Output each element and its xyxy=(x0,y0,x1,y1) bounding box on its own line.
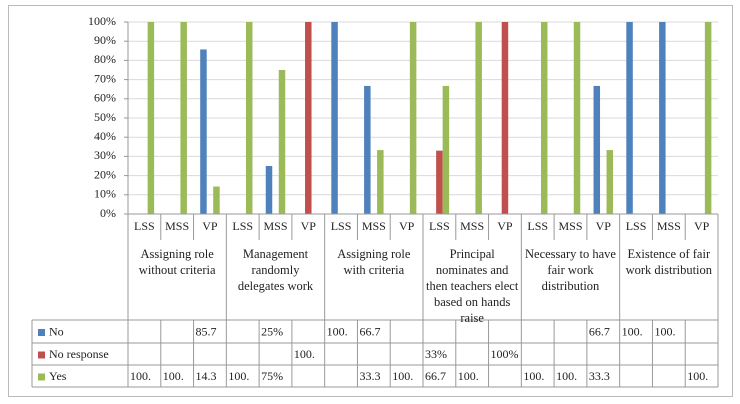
y-tick-label: 30% xyxy=(94,148,116,162)
bar xyxy=(593,85,601,214)
table-cell: 100% xyxy=(491,347,519,361)
group-label: Assigning role without criteria xyxy=(138,247,216,277)
bar xyxy=(245,22,253,214)
bar xyxy=(265,166,273,214)
y-tick-label: 40% xyxy=(94,129,116,143)
table-cell: 14.3 xyxy=(196,369,217,383)
table-cell: 75% xyxy=(261,369,283,383)
x-tick-label: LSS xyxy=(626,219,647,233)
table-cell: 33.3 xyxy=(589,369,610,383)
x-tick-label: MSS xyxy=(362,219,386,233)
group-label: Existence of fair work distribution xyxy=(625,247,713,277)
bar xyxy=(573,22,581,214)
x-tick-label: LSS xyxy=(429,219,450,233)
table-cell: 100. xyxy=(130,369,151,383)
table-cell: 100. xyxy=(458,369,479,383)
table-cell: 66.7 xyxy=(589,324,610,338)
bar xyxy=(305,22,312,214)
x-tick-label: MSS xyxy=(460,219,484,233)
bar xyxy=(200,49,207,215)
bar xyxy=(442,85,450,214)
group-label: Assigning role with criteria xyxy=(337,247,411,277)
x-tick-label: VP xyxy=(301,219,317,233)
y-tick-label: 20% xyxy=(94,167,116,181)
legend-swatch xyxy=(38,351,45,359)
group-label: Principal nominates and then teachers el… xyxy=(426,247,519,325)
bar xyxy=(704,22,712,214)
table-cell: 100. xyxy=(392,369,413,383)
bar xyxy=(436,150,443,214)
y-tick-label: 70% xyxy=(94,71,116,85)
table-cell: 25% xyxy=(261,324,283,338)
table-cell: 100. xyxy=(523,369,544,383)
bar xyxy=(606,150,614,214)
table-cell: 33% xyxy=(425,347,447,361)
table-cell: 100. xyxy=(622,324,643,338)
table-cell: 100. xyxy=(654,324,675,338)
x-tick-label: MSS xyxy=(165,219,189,233)
bar xyxy=(180,22,187,214)
bar xyxy=(626,22,633,214)
x-tick-label: VP xyxy=(497,219,513,233)
y-tick-label: 80% xyxy=(94,52,116,66)
bar xyxy=(540,22,548,214)
bar xyxy=(409,22,417,214)
table-cell: 85.7 xyxy=(196,324,217,338)
y-tick-label: 90% xyxy=(94,33,116,47)
table-cell: 100. xyxy=(687,369,708,383)
y-tick-label: 0% xyxy=(100,206,116,220)
y-tick-label: 60% xyxy=(94,91,116,105)
bar xyxy=(364,85,371,214)
x-tick-label: VP xyxy=(694,219,710,233)
group-label: Necessary to have fair work distribution xyxy=(525,247,616,293)
bar xyxy=(659,22,666,214)
table-cell: 100. xyxy=(556,369,577,383)
x-tick-label: VP xyxy=(596,219,612,233)
table-cell: 100. xyxy=(228,369,249,383)
legend-swatch xyxy=(38,373,45,381)
bar xyxy=(147,22,155,214)
legend-label: Yes xyxy=(49,369,67,383)
bar xyxy=(278,70,286,214)
x-tick-label: LSS xyxy=(134,219,155,233)
table-cell: 66.7 xyxy=(425,369,446,383)
group-label: Management randomly delegates work xyxy=(237,247,314,293)
legend-label: No response xyxy=(49,347,109,361)
x-tick-label: MSS xyxy=(263,219,287,233)
table-cell: 66.7 xyxy=(359,324,380,338)
table-cell: 100. xyxy=(163,369,184,383)
table-cell: 100. xyxy=(327,324,348,338)
x-tick-label: VP xyxy=(202,219,218,233)
bar xyxy=(475,22,482,214)
x-tick-label: VP xyxy=(399,219,415,233)
x-tick-label: LSS xyxy=(331,219,352,233)
table-cell: 100. xyxy=(294,347,315,361)
x-tick-label: LSS xyxy=(232,219,253,233)
y-tick-label: 10% xyxy=(94,187,116,201)
bar xyxy=(331,22,338,214)
y-tick-label: 50% xyxy=(94,110,116,124)
x-tick-label: MSS xyxy=(657,219,681,233)
bar xyxy=(377,150,384,214)
bar xyxy=(501,22,509,214)
bar xyxy=(213,186,220,214)
legend-label: No xyxy=(49,324,64,338)
y-tick-label: 100% xyxy=(88,14,116,28)
table-cell: 33.3 xyxy=(359,369,380,383)
x-tick-label: MSS xyxy=(558,219,582,233)
legend-swatch xyxy=(38,329,45,336)
x-tick-label: LSS xyxy=(527,219,548,233)
